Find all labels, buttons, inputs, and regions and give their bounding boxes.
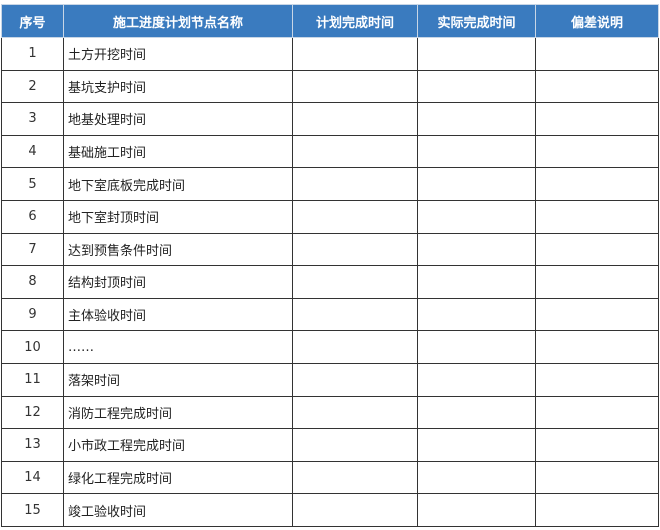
planned-time-cell[interactable] — [292, 460, 418, 495]
planned-time-cell[interactable] — [292, 395, 418, 430]
table-header-row: 序号 施工进度计划节点名称 计划完成时间 实际完成时间 偏差说明 — [1, 4, 659, 38]
row-number: 3 — [1, 102, 64, 136]
row-number: 13 — [1, 428, 64, 462]
table-row: 3 地基处理时间 — [1, 102, 659, 136]
planned-time-cell[interactable] — [292, 362, 418, 397]
table-row: 7 达到预售条件时间 — [1, 232, 659, 267]
row-number: 9 — [1, 297, 64, 332]
row-number: 4 — [1, 134, 64, 169]
table-row: 11 落架时间 — [1, 362, 659, 397]
planned-time-cell[interactable] — [292, 265, 418, 299]
node-name: 主体验收时间 — [63, 297, 293, 332]
node-name: 落架时间 — [63, 362, 293, 397]
actual-time-cell[interactable] — [417, 362, 536, 397]
row-number: 11 — [1, 362, 64, 397]
deviation-note-cell[interactable] — [535, 69, 659, 104]
planned-time-cell[interactable] — [292, 330, 418, 364]
actual-time-cell[interactable] — [417, 330, 536, 364]
header-planned-time: 计划完成时间 — [292, 4, 418, 38]
table-row: 2 基坑支护时间 — [1, 69, 659, 104]
deviation-note-cell[interactable] — [535, 297, 659, 332]
actual-time-cell[interactable] — [417, 428, 536, 462]
row-number: 12 — [1, 395, 64, 430]
planned-time-cell[interactable] — [292, 199, 418, 234]
planned-time-cell[interactable] — [292, 37, 418, 71]
node-name: 基坑支护时间 — [63, 69, 293, 104]
deviation-note-cell[interactable] — [535, 395, 659, 430]
table-row: 8 结构封顶时间 — [1, 265, 659, 299]
actual-time-cell[interactable] — [417, 199, 536, 234]
table-row: 1 土方开挖时间 — [1, 37, 659, 71]
actual-time-cell[interactable] — [417, 167, 536, 201]
node-name: …… — [63, 330, 293, 364]
table-row: 6 地下室封顶时间 — [1, 199, 659, 234]
planned-time-cell[interactable] — [292, 102, 418, 136]
table-row: 10 …… — [1, 330, 659, 364]
actual-time-cell[interactable] — [417, 395, 536, 430]
row-number: 7 — [1, 232, 64, 267]
table-row: 15 竣工验收时间 — [1, 493, 659, 527]
header-deviation-note: 偏差说明 — [535, 4, 659, 38]
actual-time-cell[interactable] — [417, 460, 536, 495]
deviation-note-cell[interactable] — [535, 265, 659, 299]
row-number: 14 — [1, 460, 64, 495]
actual-time-cell[interactable] — [417, 134, 536, 169]
node-name: 绿化工程完成时间 — [63, 460, 293, 495]
row-number: 8 — [1, 265, 64, 299]
planned-time-cell[interactable] — [292, 428, 418, 462]
row-number: 15 — [1, 493, 64, 527]
row-number: 5 — [1, 167, 64, 201]
node-name: 地下室封顶时间 — [63, 199, 293, 234]
row-number: 1 — [1, 37, 64, 71]
table-row: 12 消防工程完成时间 — [1, 395, 659, 430]
planned-time-cell[interactable] — [292, 493, 418, 527]
table-row: 5 地下室底板完成时间 — [1, 167, 659, 201]
deviation-note-cell[interactable] — [535, 232, 659, 267]
node-name: 小市政工程完成时间 — [63, 428, 293, 462]
deviation-note-cell[interactable] — [535, 460, 659, 495]
node-name: 土方开挖时间 — [63, 37, 293, 71]
construction-schedule-table: 序号 施工进度计划节点名称 计划完成时间 实际完成时间 偏差说明 1 土方开挖时… — [1, 4, 659, 527]
deviation-note-cell[interactable] — [535, 330, 659, 364]
planned-time-cell[interactable] — [292, 69, 418, 104]
table-row: 9 主体验收时间 — [1, 297, 659, 332]
deviation-note-cell[interactable] — [535, 428, 659, 462]
row-number: 10 — [1, 330, 64, 364]
node-name: 竣工验收时间 — [63, 493, 293, 527]
header-actual-time: 实际完成时间 — [417, 4, 536, 38]
actual-time-cell[interactable] — [417, 265, 536, 299]
planned-time-cell[interactable] — [292, 232, 418, 267]
actual-time-cell[interactable] — [417, 493, 536, 527]
row-number: 6 — [1, 199, 64, 234]
planned-time-cell[interactable] — [292, 167, 418, 201]
actual-time-cell[interactable] — [417, 232, 536, 267]
table-row: 4 基础施工时间 — [1, 134, 659, 169]
actual-time-cell[interactable] — [417, 297, 536, 332]
header-no: 序号 — [1, 4, 64, 38]
deviation-note-cell[interactable] — [535, 134, 659, 169]
node-name: 达到预售条件时间 — [63, 232, 293, 267]
table-row: 14 绿化工程完成时间 — [1, 460, 659, 495]
node-name: 地下室底板完成时间 — [63, 167, 293, 201]
actual-time-cell[interactable] — [417, 69, 536, 104]
header-node-name: 施工进度计划节点名称 — [63, 4, 293, 38]
planned-time-cell[interactable] — [292, 297, 418, 332]
planned-time-cell[interactable] — [292, 134, 418, 169]
node-name: 基础施工时间 — [63, 134, 293, 169]
deviation-note-cell[interactable] — [535, 37, 659, 71]
node-name: 消防工程完成时间 — [63, 395, 293, 430]
deviation-note-cell[interactable] — [535, 167, 659, 201]
node-name: 地基处理时间 — [63, 102, 293, 136]
deviation-note-cell[interactable] — [535, 362, 659, 397]
deviation-note-cell[interactable] — [535, 102, 659, 136]
node-name: 结构封顶时间 — [63, 265, 293, 299]
actual-time-cell[interactable] — [417, 102, 536, 136]
actual-time-cell[interactable] — [417, 37, 536, 71]
row-number: 2 — [1, 69, 64, 104]
deviation-note-cell[interactable] — [535, 493, 659, 527]
table-row: 13 小市政工程完成时间 — [1, 428, 659, 462]
deviation-note-cell[interactable] — [535, 199, 659, 234]
